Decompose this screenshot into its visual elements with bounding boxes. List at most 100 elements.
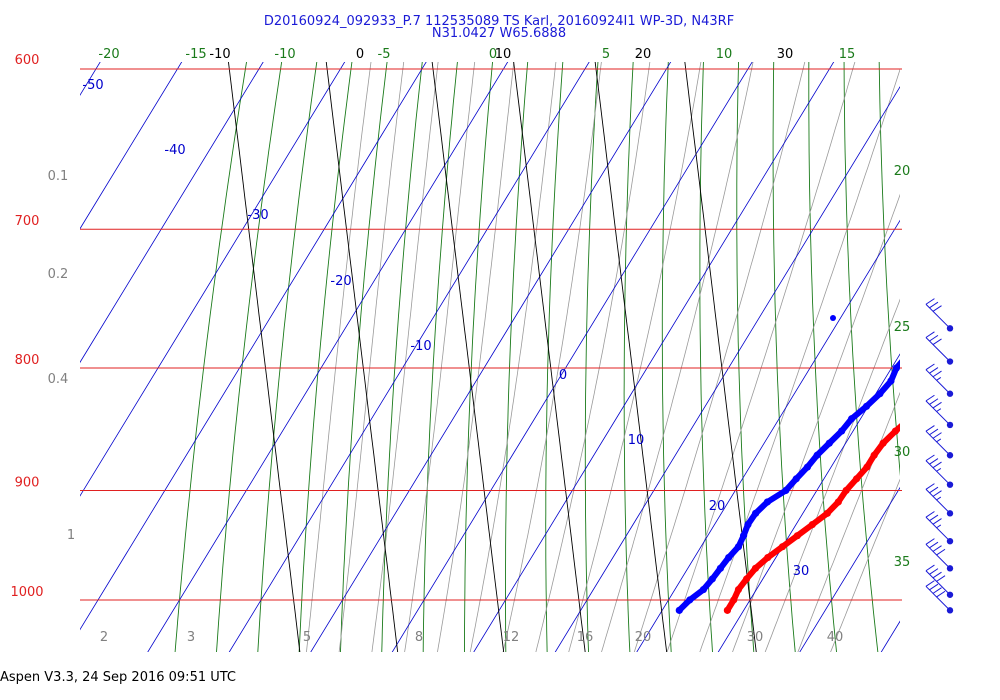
moist-adiabat-line [797,391,900,652]
wind-barb-flag [929,367,939,374]
isotherm-line [636,219,900,652]
mixing-top-label: 0 [356,47,364,62]
footer-version-text: Aspen V3.3, 24 Sep 2016 09:51 UTC [0,670,237,685]
wind-barb-flag [932,305,942,312]
isotherm-label: 30 [793,564,810,579]
wind-barb-shaft [925,303,951,329]
wind-barb-flag [925,425,935,432]
mixing-top-label: 10 [495,47,512,62]
theta-right-label: 35 [894,555,911,570]
mixing-top-label: 20 [635,47,652,62]
wind-barb-flag [925,331,935,338]
wind-barb-shaft [925,337,951,362]
wind-barb [925,331,954,365]
dry-adiabat-line [913,0,962,661]
moist-adiabat-line [732,193,900,652]
dry-adiabat-line [381,62,423,652]
temperature-trace [724,423,900,614]
mixing-ratio-line [228,62,301,652]
wind-barb-flag [932,545,942,552]
wind-barb [925,483,954,517]
wind-barb-shaft [925,570,951,596]
isotherm-label: 0 [559,368,567,383]
wind-barb-shaft [925,585,951,611]
wind-barb-flag [929,486,939,494]
wind-barb-flag [932,370,942,378]
isotherm-line [391,62,753,652]
theta-top-label: -15 [185,47,206,62]
temperature-point [945,377,952,384]
theta-top-label: 15 [839,47,856,62]
isotherm-line [310,62,672,652]
wind-barb-flag [925,538,935,545]
left-grey-label: 1 [67,528,75,543]
isotherm-line [228,62,590,652]
moist-adiabat-line [338,62,405,652]
dry-adiabat-line [699,62,713,652]
isotherm-label: -40 [164,143,185,158]
wind-barb [925,425,954,459]
wind-barb [925,564,954,598]
dry-adiabat-line [298,62,353,652]
pressure-label: 900 [15,475,40,490]
mixing-ratio-line [325,62,399,652]
pressure-label: 600 [15,53,40,68]
wind-barb-flag [929,398,939,405]
pressure-label: 1000 [10,585,43,600]
bottom-grey-label: 5 [303,630,311,645]
wind-barb-flag [929,568,939,575]
sounding-traces [675,315,966,614]
wind-barb-flag [932,571,942,579]
wind-barb-flag [925,511,935,518]
theta-right-label: 30 [894,445,911,460]
theta-top-label: -5 [378,47,391,62]
bottom-grey-label: 8 [415,630,423,645]
wind-barb-halfflag [936,524,942,529]
moist-adiabat-line [830,478,900,652]
wind-barb-shaft [925,488,951,514]
dry-adiabat-line [505,62,529,652]
bottom-grey-label: 16 [577,630,594,645]
wind-barb-flag [936,590,946,598]
wind-barb-flag [925,580,935,587]
moist-adiabat-line [404,62,476,652]
dry-adiabat-line [174,62,247,652]
wind-barb-flag [929,514,939,522]
wind-barb-flag [932,490,942,497]
dry-adiabat-line [623,62,634,652]
isotherm-label: -50 [82,78,103,93]
pressure-label: 800 [15,353,40,368]
wind-barb [925,394,954,429]
isotherm-line [554,86,900,652]
dry-adiabat-line [808,62,837,652]
dry-adiabat-line [257,62,318,652]
isotherm-label: -10 [410,339,431,354]
moist-adiabat-line [306,62,372,652]
dry-adiabat-line [216,62,283,652]
dewpoint-point [904,351,911,358]
wind-barb-shaft [925,369,951,395]
temperature-point [959,364,966,371]
wind-barb-halfflag [936,496,942,501]
isotherm-label: -30 [247,208,268,223]
left-grey-label: 0.4 [48,372,69,387]
temperature-point [936,390,943,397]
isotherm-line [147,62,509,652]
wind-barb-flag [925,564,935,572]
wind-barb [925,511,954,545]
wind-barb-flag [932,432,942,439]
dewpoint-trace [676,359,900,614]
wind-barb-flag [925,394,935,402]
isotherm-label: -20 [330,274,351,289]
wind-barb [925,538,954,572]
moist-adiabat-line [601,62,754,652]
wind-barb-flag [932,587,942,594]
wind-barb-flag [929,301,939,309]
wind-barb-flag [932,401,942,409]
isotherm-line [80,62,183,230]
isotherm-line [473,62,835,652]
isotherm-label: 10 [628,433,645,448]
wind-barb-shaft [925,516,951,542]
mixing-top-label: -10 [209,47,230,62]
